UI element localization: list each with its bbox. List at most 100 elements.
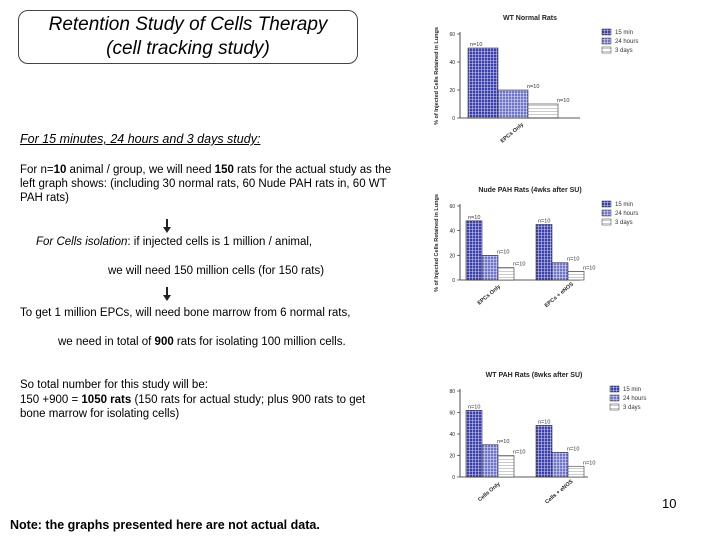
- data-label: n=10: [513, 450, 525, 456]
- paragraph-1-line-3: PAH rats): [20, 192, 69, 204]
- y-tick-label: 40: [449, 229, 455, 235]
- bar-24-hours: [497, 89, 529, 119]
- summary-bold: 1050 rats: [81, 394, 132, 406]
- x-tick-label: Cells Only: [477, 481, 502, 503]
- x-tick-label: EPCs + eNOS: [544, 281, 575, 309]
- legend-label: 15 min: [623, 387, 641, 393]
- chart-title: WT PAH Rats (8wks after SU): [486, 372, 583, 379]
- million-cells-line: we will need 150 million cells (for 150 …: [108, 265, 325, 277]
- bar-3-days: [527, 103, 559, 119]
- legend-label: 24 hours: [623, 396, 646, 402]
- total-line: we need in total of 900 rats for isolati…: [58, 335, 346, 349]
- para1-pre: For n=: [20, 164, 54, 176]
- bar-15-min: [535, 425, 553, 478]
- data-label: n=10: [567, 257, 579, 263]
- chart-wt-pah-rats: WT PAH Rats (8wks after SU) 0 20 40 60 80 n=10…: [449, 372, 646, 506]
- paragraph-1-line-2: left graph shows: (including 30 normal r…: [20, 178, 387, 190]
- legend-swatch: [609, 403, 620, 411]
- legend-swatch: [601, 37, 612, 45]
- bar-24-hours: [481, 444, 499, 478]
- data-label: n=10: [470, 42, 482, 48]
- data-label: n=10: [583, 265, 595, 271]
- slide-title: Retention Study of Cells Therapy: [48, 14, 328, 35]
- data-label: n=10: [583, 460, 595, 466]
- y-tick-label: 40: [449, 432, 455, 438]
- y-tick-label: 0: [452, 116, 455, 122]
- y-tick-label: 60: [449, 204, 455, 210]
- x-tick-label: EPCs Only: [477, 283, 503, 306]
- page-number: 10: [662, 496, 677, 511]
- total-post: rats for isolating 100 million cells.: [173, 336, 346, 348]
- legend-swatch: [601, 28, 612, 36]
- bar-15-min: [535, 224, 553, 281]
- y-tick-label: 0: [452, 475, 455, 481]
- legend-label: 15 min: [615, 30, 633, 36]
- summary-line-3: bone marrow for isolating cells): [20, 408, 180, 420]
- bar-24-hours: [551, 451, 569, 478]
- bar-15-min: [467, 47, 499, 119]
- legend-swatch: [601, 209, 612, 217]
- y-tick-label: 60: [449, 32, 455, 38]
- x-tick-label: Cells + eNOS: [544, 479, 574, 506]
- para1-n: 10: [53, 164, 67, 176]
- para1-mid: animal / group, we will need: [66, 164, 215, 176]
- chart-title: WT Normal Rats: [503, 15, 557, 22]
- paragraph-1-line-1: For n=10 animal / group, we will need 15…: [20, 163, 391, 177]
- summary-post: (150 rats for actual study; plus 900 rat…: [131, 394, 366, 406]
- para1-post: rats for the actual study as the: [233, 164, 392, 176]
- isolation-label: For Cells isolation: [36, 236, 128, 248]
- data-label: n=10: [497, 249, 509, 255]
- data-label: n=10: [513, 262, 525, 268]
- legend-swatch: [601, 46, 612, 54]
- legend-label: 24 hours: [615, 39, 638, 45]
- data-label: n=10: [538, 419, 550, 425]
- legend-label: 3 days: [615, 220, 633, 226]
- x-tick-label: EPCs Only: [500, 121, 526, 144]
- data-label: n=10: [527, 84, 539, 90]
- para1-rats: 150: [214, 164, 234, 176]
- bar-3-days: [497, 455, 515, 478]
- total-num: 900: [154, 336, 174, 348]
- data-label: n=10: [497, 439, 509, 445]
- footnote: Note: the graphs presented here are not …: [10, 518, 320, 532]
- bar-15-min: [465, 410, 483, 478]
- y-axis-label: % of Injected Cells Retained in Lungs: [434, 27, 440, 125]
- bar-15-min: [465, 220, 483, 281]
- chart-wt-normal-rats: WT Normal Rats 0 20 40 60 % of Injected Cells…: [434, 15, 638, 145]
- legend-label: 3 days: [623, 405, 641, 411]
- slide-title-box: Retention Study of Cells Therapy (cell t…: [18, 10, 358, 64]
- legend-swatch: [609, 385, 620, 393]
- legend-label: 15 min: [615, 202, 633, 208]
- epc-line: To get 1 million EPCs, will need bone ma…: [20, 307, 351, 319]
- summary-line-1: So total number for this study will be:: [20, 379, 208, 391]
- chart-nude-pah-rats: Nude PAH Rats (4wks after SU) 0 20 40 60 % of…: [434, 187, 638, 309]
- bar-24-hours: [481, 255, 499, 281]
- data-label: n=10: [567, 446, 579, 452]
- y-tick-label: 60: [449, 411, 455, 417]
- bar-3-days: [497, 267, 515, 281]
- data-label: n=10: [468, 215, 480, 221]
- data-label: n=10: [468, 404, 480, 410]
- y-tick-label: 40: [449, 60, 455, 66]
- legend-label: 3 days: [615, 48, 633, 54]
- summary-pre: 150 +900 =: [20, 394, 82, 406]
- legend-label: 24 hours: [615, 211, 638, 217]
- summary-line-2: 150 +900 = 1050 rats (150 rats for actua…: [20, 393, 365, 407]
- y-axis-label: % of Injected Cells Retained in Lungs: [434, 194, 440, 292]
- y-tick-label: 0: [452, 278, 455, 284]
- legend-swatch: [601, 218, 612, 226]
- section-heading: For 15 minutes, 24 hours and 3 days stud…: [20, 132, 261, 146]
- bar-3-days: [567, 465, 585, 478]
- isolation-rest: : if injected cells is 1 million / anima…: [127, 236, 313, 248]
- bar-24-hours: [551, 262, 569, 281]
- total-pre: we need in total of: [58, 336, 155, 348]
- isolation-line: For Cells isolation: if injected cells i…: [36, 235, 312, 249]
- y-tick-label: 20: [449, 454, 455, 460]
- legend-swatch: [601, 200, 612, 208]
- chart-title: Nude PAH Rats (4wks after SU): [478, 187, 581, 194]
- y-tick-label: 20: [449, 88, 455, 94]
- y-tick-label: 20: [449, 253, 455, 259]
- data-label: n=10: [538, 219, 550, 225]
- legend-swatch: [609, 394, 620, 402]
- data-label: n=10: [557, 98, 569, 104]
